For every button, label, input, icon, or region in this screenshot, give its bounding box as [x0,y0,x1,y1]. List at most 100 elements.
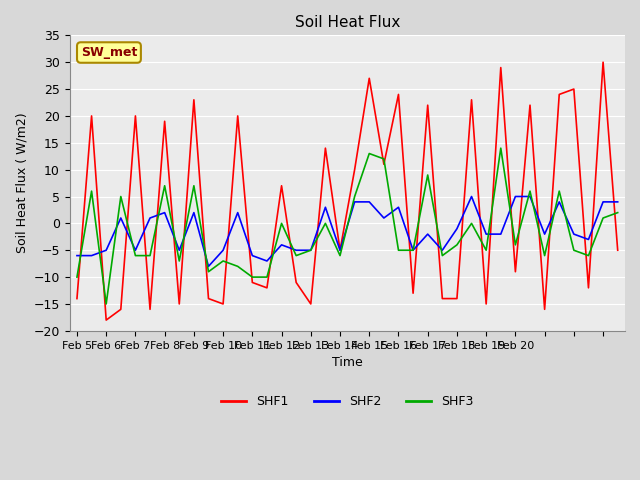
SHF3 [438,253,446,259]
SHF3 [278,220,285,226]
SHF2 [102,247,110,253]
SHF3 [556,188,563,194]
SHF3 [584,253,592,259]
SHF3 [220,258,227,264]
SHF1 [570,86,578,92]
SHF2 [395,204,403,210]
SHF1 [614,247,621,253]
SHF3 [307,247,315,253]
SHF2 [380,215,388,221]
SHF1 [146,306,154,312]
SHF2 [292,247,300,253]
SHF1 [73,296,81,301]
SHF1 [351,167,358,172]
SHF3 [175,258,183,264]
SHF3 [132,253,140,259]
SHF3 [424,172,431,178]
SHF1 [292,279,300,285]
SHF3 [395,247,403,253]
SHF3 [88,188,95,194]
SHF2 [541,231,548,237]
SHF2 [438,247,446,253]
SHF1 [453,296,461,301]
SHF1 [409,290,417,296]
SHF2 [132,247,140,253]
SHF1 [132,113,140,119]
SHF2 [73,253,81,259]
SHF3 [526,188,534,194]
SHF2 [556,199,563,205]
SHF3 [468,220,476,226]
SHF2 [468,193,476,199]
Text: SW_met: SW_met [81,46,137,59]
SHF3 [380,156,388,162]
SHF2 [88,253,95,259]
SHF2 [248,253,256,259]
SHF2 [584,237,592,242]
SHF2 [526,193,534,199]
SHF2 [278,242,285,248]
SHF3 [190,183,198,189]
SHF1 [336,247,344,253]
SHF3 [117,193,125,199]
SHF3 [614,210,621,216]
SHF1 [205,296,212,301]
SHF3 [599,215,607,221]
SHF3 [205,269,212,275]
SHF3 [248,274,256,280]
SHF2 [146,215,154,221]
SHF2 [365,199,373,205]
SHF2 [175,247,183,253]
SHF1 [161,119,168,124]
SHF2 [234,210,241,216]
SHF3 [161,183,168,189]
SHF1 [556,92,563,97]
SHF2 [409,247,417,253]
SHF1 [102,317,110,323]
SHF2 [599,199,607,205]
SHF2 [497,231,504,237]
SHF1 [395,92,403,97]
SHF1 [321,145,329,151]
SHF1 [248,279,256,285]
SHF2 [483,231,490,237]
SHF2 [570,231,578,237]
SHF1 [220,301,227,307]
Line: SHF2: SHF2 [77,196,618,266]
Legend: SHF1, SHF2, SHF3: SHF1, SHF2, SHF3 [216,390,478,413]
SHF1 [483,301,490,307]
SHF3 [453,242,461,248]
SHF1 [541,306,548,312]
SHF1 [599,60,607,65]
SHF1 [380,161,388,167]
SHF3 [541,253,548,259]
SHF1 [175,301,183,307]
SHF3 [511,242,519,248]
SHF3 [292,253,300,259]
SHF2 [614,199,621,205]
SHF3 [73,274,81,280]
SHF2 [336,247,344,253]
X-axis label: Time: Time [332,356,363,369]
SHF1 [190,97,198,103]
SHF3 [336,253,344,259]
SHF3 [351,193,358,199]
SHF2 [453,226,461,232]
SHF1 [365,75,373,81]
SHF1 [307,301,315,307]
SHF3 [497,145,504,151]
SHF2 [161,210,168,216]
SHF1 [584,285,592,291]
SHF3 [409,247,417,253]
SHF2 [263,258,271,264]
SHF1 [117,306,125,312]
SHF2 [351,199,358,205]
SHF3 [483,247,490,253]
SHF2 [511,193,519,199]
SHF3 [263,274,271,280]
SHF1 [278,183,285,189]
SHF1 [526,102,534,108]
SHF1 [468,97,476,103]
SHF1 [263,285,271,291]
SHF1 [511,269,519,275]
